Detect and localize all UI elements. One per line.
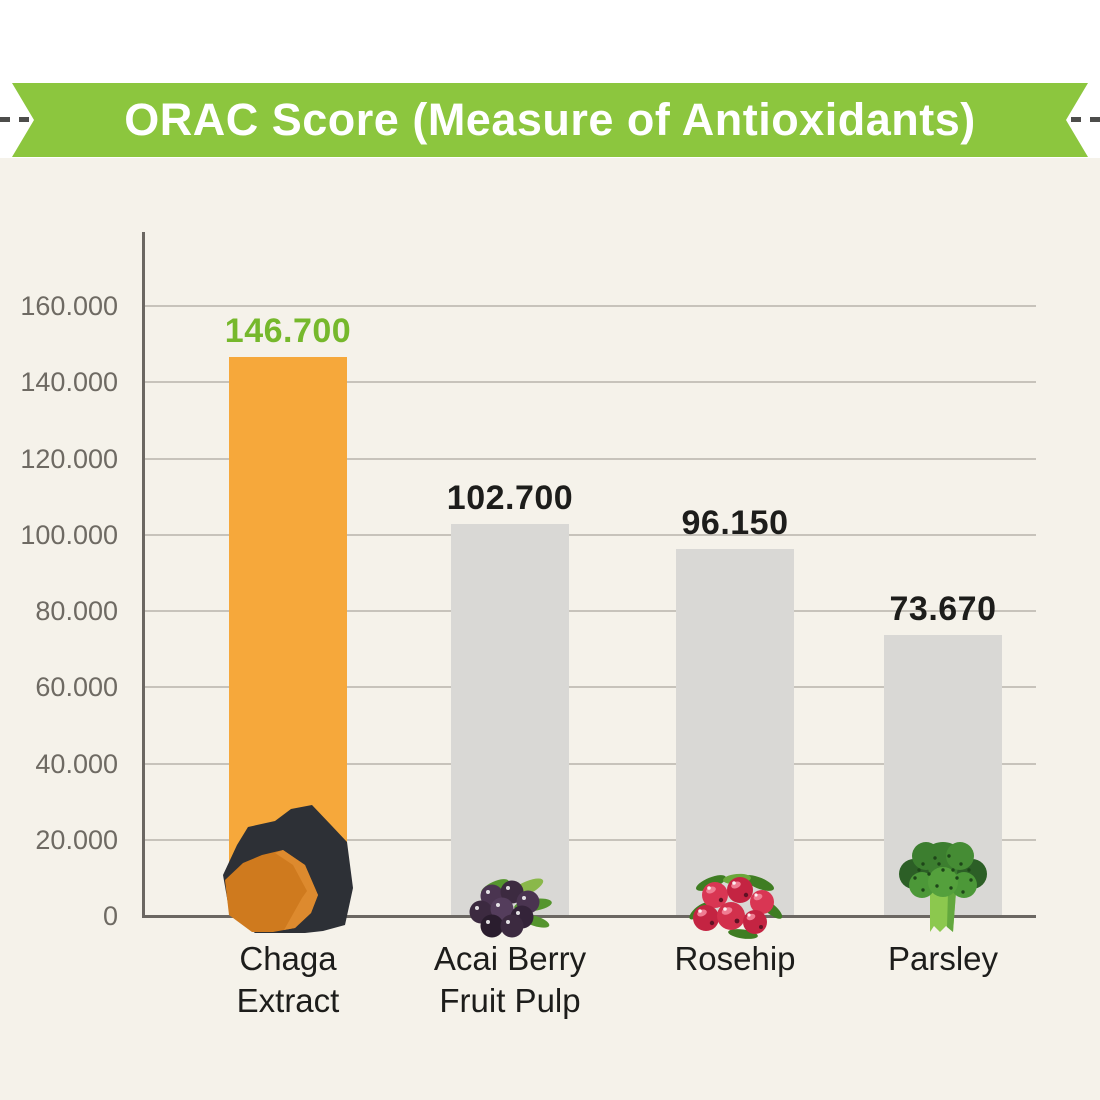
gridline-60000 [144,686,1036,688]
x-axis-line [142,915,1036,918]
gridline-100000 [144,534,1036,536]
title-ribbon: ORAC Score (Measure of Antioxidants) [12,83,1088,157]
y-tick-label: 0 [102,901,118,931]
chaga-icon [223,803,353,933]
y-tick-label: 160.000 [20,291,118,321]
category-label-chaga-extract: Chaga [239,940,337,977]
value-label-parsley: 73.670 [889,590,997,628]
acai-berries-icon [465,876,555,940]
dashed-line-left [0,117,38,122]
y-tick-label: 40.000 [35,749,118,779]
gridline-140000 [144,381,1036,383]
y-tick-label: 140.000 [20,367,118,397]
chart-title: ORAC Score (Measure of Antioxidants) [124,94,976,145]
gridline-40000 [144,763,1036,765]
y-tick-label: 20.000 [35,825,118,855]
y-tick-label: 80.000 [35,596,118,626]
value-label-rosehip: 96.150 [681,504,789,542]
y-tick-label: 60.000 [35,672,118,702]
category-label-rosehip: Rosehip [674,940,796,977]
category-label-chaga-extract: Extract [236,982,340,1019]
y-tick-label: 100.000 [20,520,118,550]
gridline-80000 [144,610,1036,612]
value-label-chaga-extract: 146.700 [224,312,352,350]
category-label-acai-berry-fruit-pulp: Acai Berry [433,940,587,977]
y-axis-line [142,232,145,918]
dashed-line-right [1062,117,1100,122]
broccoli-icon [893,836,993,934]
y-tick-label: 120.000 [20,444,118,474]
gridline-120000 [144,458,1036,460]
category-label-parsley: Parsley [887,940,999,977]
value-label-acai-berry-fruit-pulp: 102.700 [446,479,574,517]
bar-acai-berry-fruit-pulp [451,524,569,916]
category-label-acai-berry-fruit-pulp: Fruit Pulp [439,982,581,1019]
bar-rosehip [676,549,794,916]
rosehip-berries-icon [685,871,785,941]
gridline-20000 [144,839,1036,841]
gridline-160000 [144,305,1036,307]
